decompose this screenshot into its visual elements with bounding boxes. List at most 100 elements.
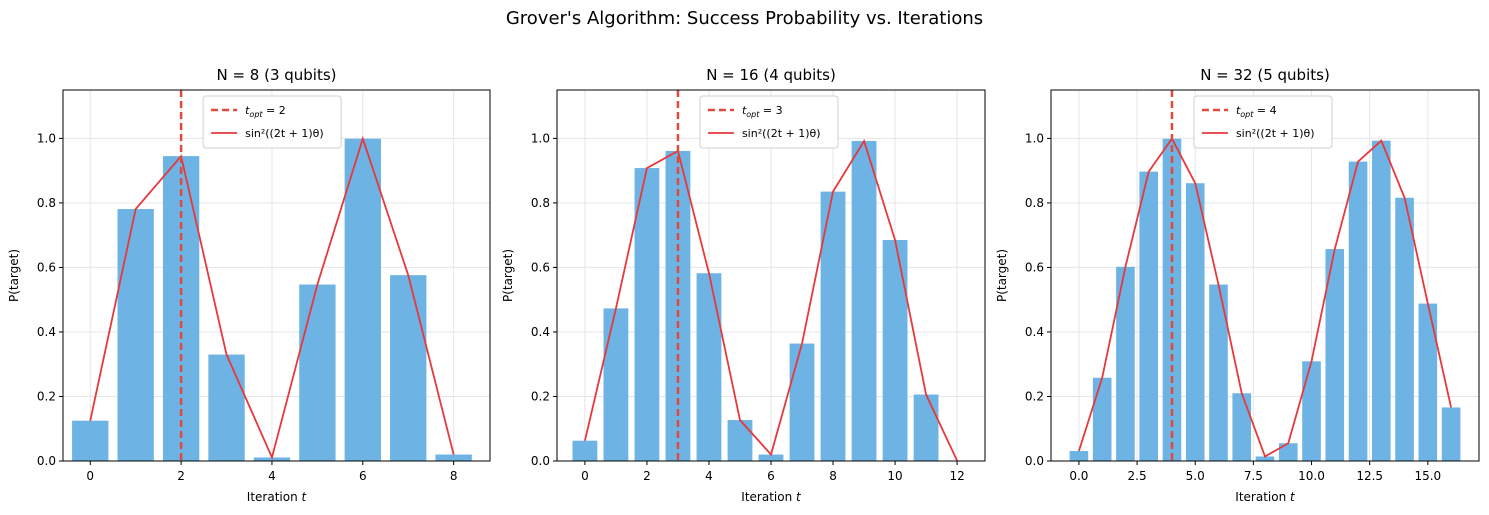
y-tick-label: 1.0	[531, 131, 550, 145]
subplot-1: 0.0 0.2 0.4 0.6 0.8 1.0 0 2 4 6 8 N = 8 (3 qubits) I…	[7, 66, 491, 504]
x-tick-label: 10.0	[1298, 469, 1325, 483]
x-tick-label: 12.5	[1356, 469, 1383, 483]
y-axis-label: P(target)	[7, 249, 21, 302]
bar	[789, 343, 815, 461]
y-tick-label: 1.0	[37, 131, 56, 145]
bar	[1209, 284, 1228, 461]
x-tick-label: 6	[359, 469, 367, 483]
bar	[299, 284, 336, 461]
subplot-2: 0.0 0.2 0.4 0.6 0.8 1.0 0 2 4 6 8 10 12 N = 16 (4 qub…	[501, 66, 986, 504]
y-tick-label: 0.8	[531, 196, 550, 210]
x-axis-label-main: Iteration	[741, 490, 796, 504]
legend-opt-var: t	[245, 104, 250, 117]
legend-opt-sub: opt	[1240, 110, 1254, 119]
bar	[1116, 266, 1135, 461]
bar	[572, 440, 598, 461]
legend-opt-val: = 2	[263, 104, 286, 117]
y-tick-label: 0.0	[1025, 454, 1044, 468]
bar	[882, 240, 908, 461]
y-tick-label: 0.4	[1025, 325, 1044, 339]
legend-label-theory: sin²((2t + 1)θ)	[742, 127, 821, 140]
subplot-title: N = 32 (5 qubits)	[1200, 66, 1330, 84]
x-tick-label: 2	[643, 469, 651, 483]
x-axis-label: Iteration t	[741, 490, 802, 504]
legend-box	[202, 95, 342, 149]
y-tick-label: 1.0	[1025, 131, 1044, 145]
subplot-3: 0.0 0.2 0.4 0.6 0.8 1.0 0.0 2.5 5.0 7.5 10.0 12.5 15…	[995, 66, 1480, 504]
bar	[1139, 171, 1158, 461]
x-tick-label: 4	[268, 469, 276, 483]
x-axis-label-var: t	[302, 490, 308, 504]
legend-label-optimal: topt = 4	[1236, 104, 1277, 119]
x-tick-label: 5.0	[1186, 469, 1205, 483]
bar	[1302, 361, 1321, 461]
legend: topt = 4 sin²((2t + 1)θ)	[1193, 95, 1333, 149]
y-tick-label: 0.2	[37, 389, 56, 403]
legend-opt-var: t	[1236, 104, 1241, 117]
theory-line	[584, 138, 958, 462]
x-tick-label: 0	[86, 469, 94, 483]
x-tick-label: 8	[450, 469, 458, 483]
theory-line	[89, 135, 455, 461]
bar	[727, 420, 753, 461]
subplot-title: N = 16 (4 qubits)	[706, 66, 836, 84]
x-axis-label: Iteration t	[247, 490, 308, 504]
y-tick-label: 0.2	[531, 389, 550, 403]
x-tick-label: 2	[177, 469, 185, 483]
x-tick-label: 10	[887, 469, 902, 483]
bar	[1418, 303, 1438, 461]
bar	[1092, 377, 1112, 461]
axes-frame	[62, 89, 491, 462]
bar	[435, 454, 472, 461]
legend-label-theory: sin²((2t + 1)θ)	[1236, 127, 1315, 140]
bar	[1325, 249, 1345, 461]
legend: topt = 2 sin²((2t + 1)θ)	[202, 95, 342, 149]
legend-opt-var: t	[742, 104, 747, 117]
axes-frame	[1050, 89, 1480, 462]
bar	[634, 168, 660, 462]
bar	[851, 140, 877, 461]
bar	[1348, 161, 1368, 461]
x-axis-label-main: Iteration	[1235, 490, 1290, 504]
x-tick-label: 0.0	[1069, 469, 1088, 483]
legend-label-optimal: topt = 2	[245, 104, 286, 119]
x-axis-label-var: t	[796, 490, 802, 504]
y-tick-label: 0.8	[37, 196, 56, 210]
bar	[603, 308, 629, 461]
legend: topt = 3 sin²((2t + 1)θ)	[699, 95, 839, 149]
theory-line	[1078, 136, 1452, 458]
bar	[1372, 140, 1391, 461]
bar	[1232, 393, 1252, 461]
x-tick-label: 4	[705, 469, 713, 483]
figure-title: Grover's Algorithm: Success Probability …	[505, 8, 984, 29]
bar	[344, 138, 381, 461]
bar	[117, 209, 154, 461]
y-tick-label: 0.0	[37, 454, 56, 468]
legend-box	[699, 95, 839, 149]
x-tick-label: 2.5	[1128, 469, 1147, 483]
bar	[1278, 443, 1298, 461]
y-tick-label: 0.4	[37, 325, 56, 339]
bar	[913, 394, 939, 461]
bar	[1069, 450, 1089, 461]
y-tick-label: 0.6	[37, 260, 56, 274]
y-tick-label: 0.2	[1025, 389, 1044, 403]
y-tick-label: 0.0	[531, 454, 550, 468]
legend-opt-val: = 4	[1253, 104, 1276, 117]
legend-opt-sub: opt	[746, 110, 760, 119]
bar	[1395, 197, 1414, 462]
x-tick-label: 12	[949, 469, 964, 483]
bar	[696, 273, 722, 461]
y-tick-label: 0.6	[1025, 260, 1044, 274]
bar	[208, 354, 245, 461]
legend-opt-val: = 3	[759, 104, 782, 117]
x-tick-label: 15.0	[1414, 469, 1441, 483]
bar	[1255, 456, 1275, 461]
x-axis-label-var: t	[1290, 490, 1296, 504]
x-axis-label-main: Iteration	[247, 490, 302, 504]
y-tick-label: 0.6	[531, 260, 550, 274]
legend-label-optimal: topt = 3	[742, 104, 783, 119]
bar	[758, 454, 784, 461]
x-tick-label: 8	[829, 469, 837, 483]
